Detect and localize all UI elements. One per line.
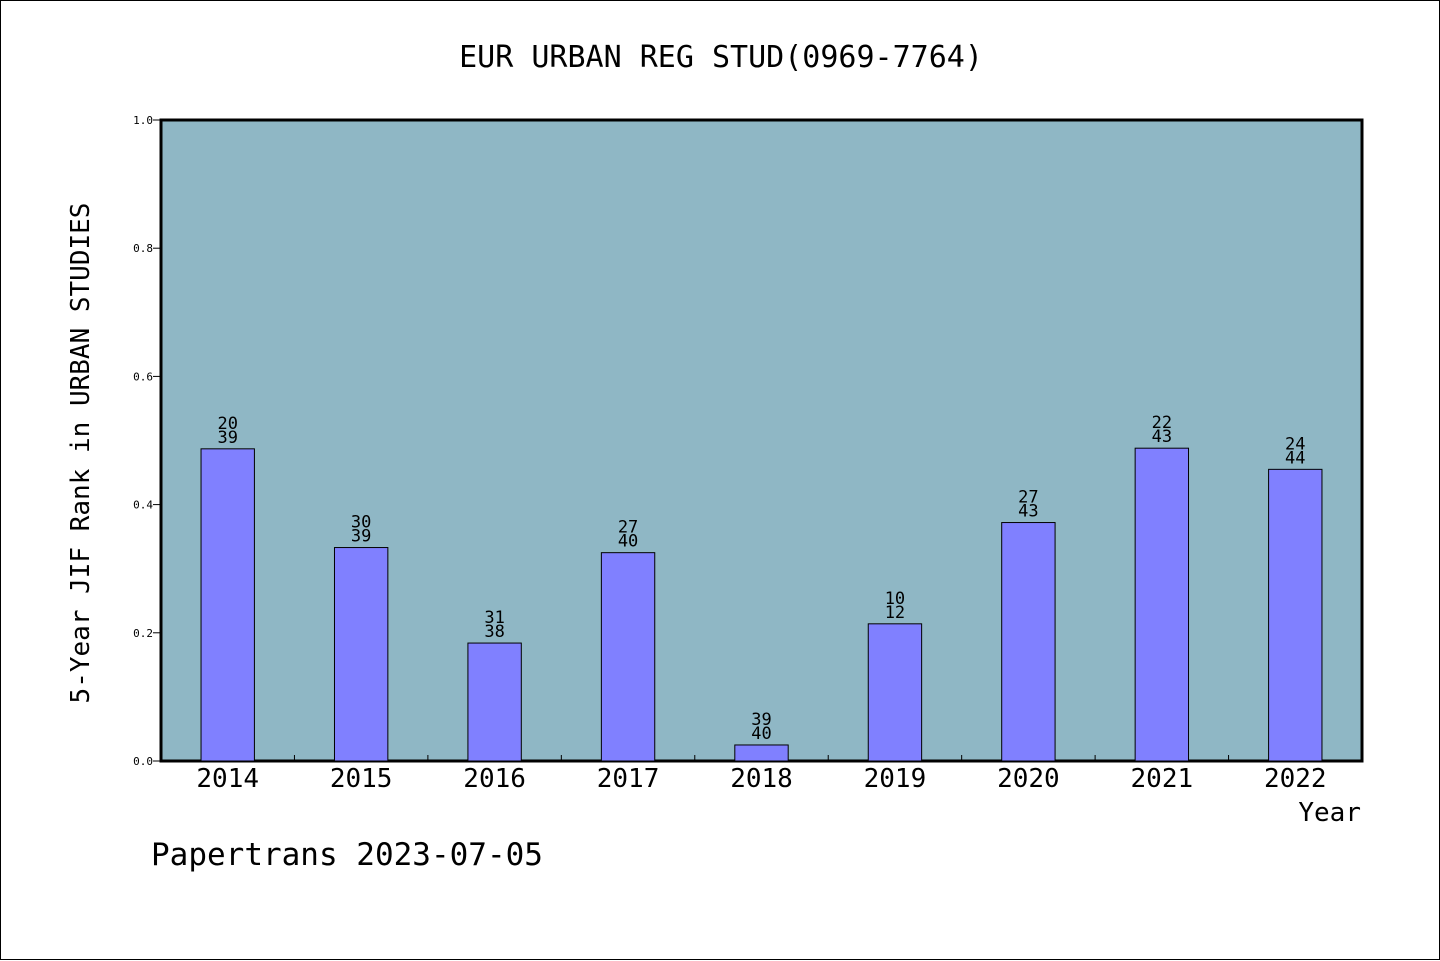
bar-label-top: 31 [484, 608, 504, 628]
x-axis-label: Year [1298, 798, 1361, 828]
x-axis: 2014 2015 2016 2017 2018 2019 2020 2021 2022 [196, 755, 1327, 794]
x-tick-label: 2022 [1264, 764, 1327, 794]
bar-label-top: 22 [1152, 413, 1172, 433]
bar [734, 744, 789, 762]
x-tick-label: 2015 [330, 764, 393, 794]
bar-label-bottom: 39 [217, 428, 237, 448]
chart-title: EUR URBAN REG STUD(0969-7764) [459, 40, 983, 75]
y-tick-label: 0.8 [133, 242, 153, 255]
bar [467, 642, 522, 762]
x-tick-label: 2020 [997, 764, 1060, 794]
y-tick-label: 0.0 [133, 755, 153, 768]
bar-label-top: 24 [1285, 434, 1305, 454]
bar-label-top: 10 [885, 589, 905, 609]
x-tick-label: 2018 [730, 764, 793, 794]
x-tick-label: 2017 [597, 764, 660, 794]
bar [200, 448, 255, 762]
bar [1134, 447, 1190, 762]
bar-label-top: 39 [751, 710, 771, 730]
bar-label-bottom: 12 [885, 603, 905, 623]
bar [1001, 522, 1056, 762]
bar-label-top: 30 [351, 513, 371, 533]
y-axis: 0.0 0.2 0.4 0.6 0.8 1.0 [133, 114, 161, 768]
bar-label-bottom: 39 [351, 527, 371, 547]
y-tick-label: 0.4 [133, 499, 153, 512]
bar [867, 623, 923, 762]
y-axis-label: 5-Year JIF Rank in URBAN STUDIES [66, 203, 96, 704]
footer-text: Papertrans 2023-07-05 [151, 837, 543, 873]
bar [1268, 468, 1323, 762]
x-tick-label: 2021 [1131, 764, 1194, 794]
bar-label-bottom: 38 [484, 622, 504, 642]
x-tick-label: 2014 [196, 764, 259, 794]
y-tick-label: 1.0 [133, 114, 153, 127]
bar-label-bottom: 44 [1285, 448, 1305, 468]
y-tick-label: 0.6 [133, 370, 153, 383]
bar-label-top: 20 [217, 414, 237, 434]
bar-label-top: 27 [1018, 488, 1038, 508]
bar-label-bottom: 40 [751, 724, 771, 744]
y-tick-label: 0.2 [133, 627, 153, 640]
bar-label-bottom: 40 [618, 532, 638, 552]
bar-label-top: 27 [618, 518, 638, 538]
bar-label-bottom: 43 [1152, 427, 1172, 447]
bar-label-bottom: 43 [1018, 502, 1038, 522]
x-tick-label: 2016 [463, 764, 526, 794]
bar [600, 552, 656, 762]
bar [333, 547, 389, 762]
x-tick-label: 2019 [864, 764, 927, 794]
